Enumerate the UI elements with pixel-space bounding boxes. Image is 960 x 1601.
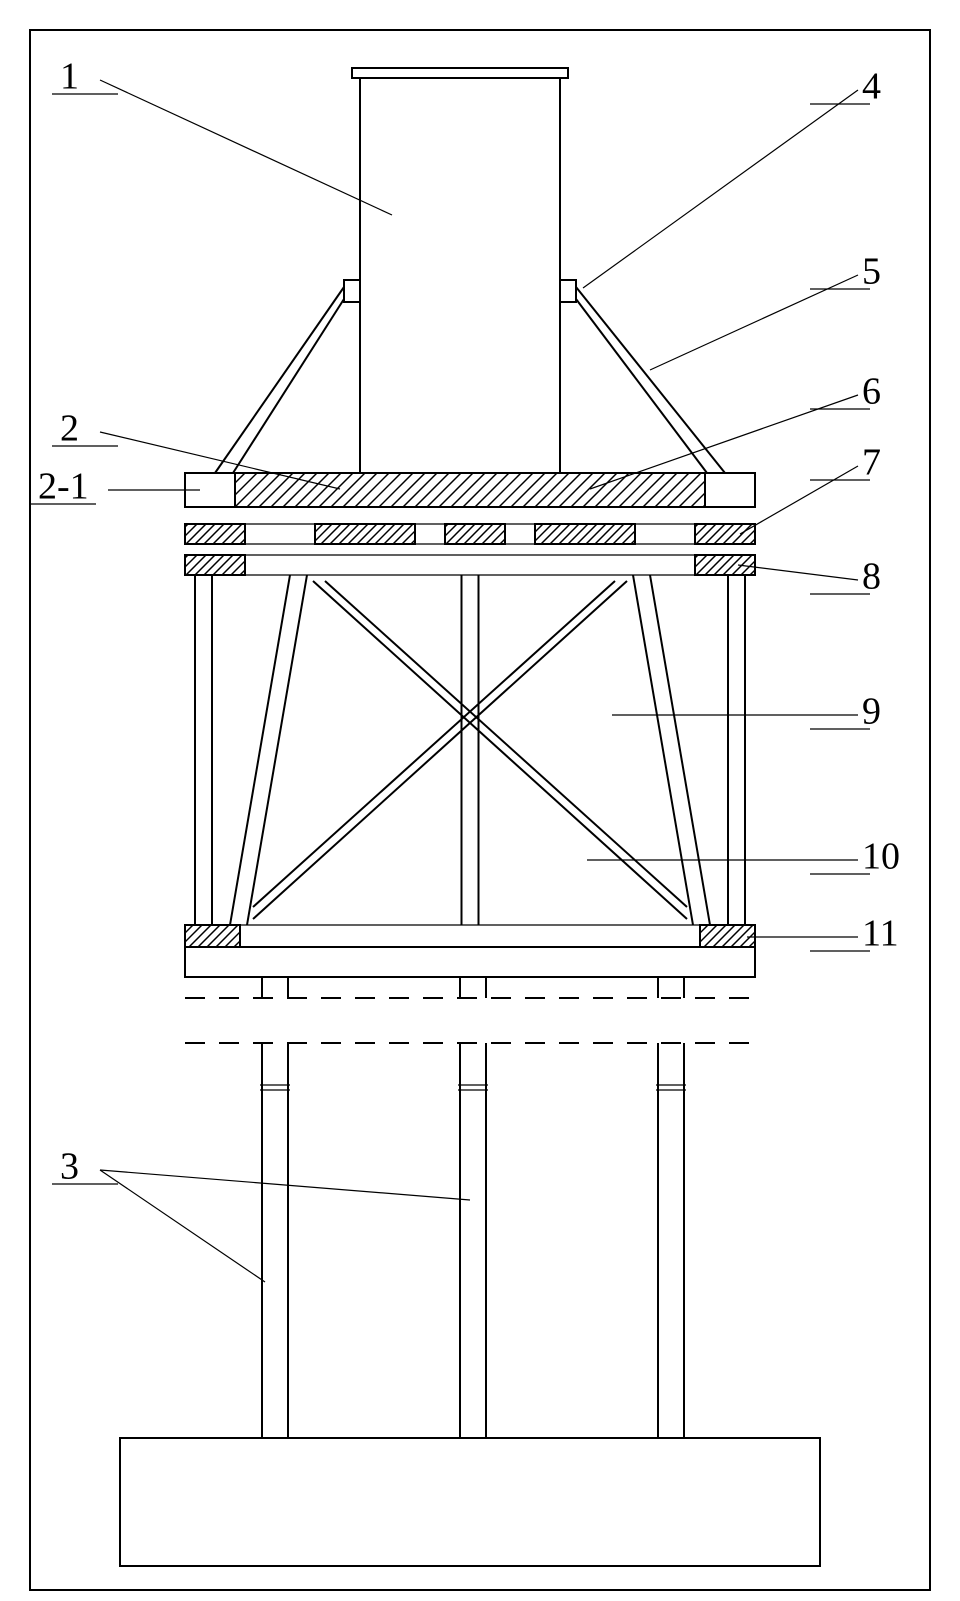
callout-label: 7 — [862, 442, 881, 484]
callout-label: 6 — [862, 371, 881, 413]
foundation — [120, 1438, 820, 1566]
callout-label: 1 — [60, 56, 79, 98]
tower-body — [360, 78, 560, 473]
callout-label: 11 — [862, 913, 899, 955]
callout-label: 2 — [60, 408, 79, 450]
callout-label: 8 — [862, 556, 881, 598]
callout-label: 5 — [862, 251, 881, 293]
callout-label: 3 — [60, 1146, 79, 1188]
frame — [30, 30, 930, 1590]
callout-label: 10 — [862, 836, 900, 878]
callout-label: 9 — [862, 691, 881, 733]
callout-label: 2-1 — [38, 466, 89, 508]
callout-label: 4 — [862, 66, 881, 108]
